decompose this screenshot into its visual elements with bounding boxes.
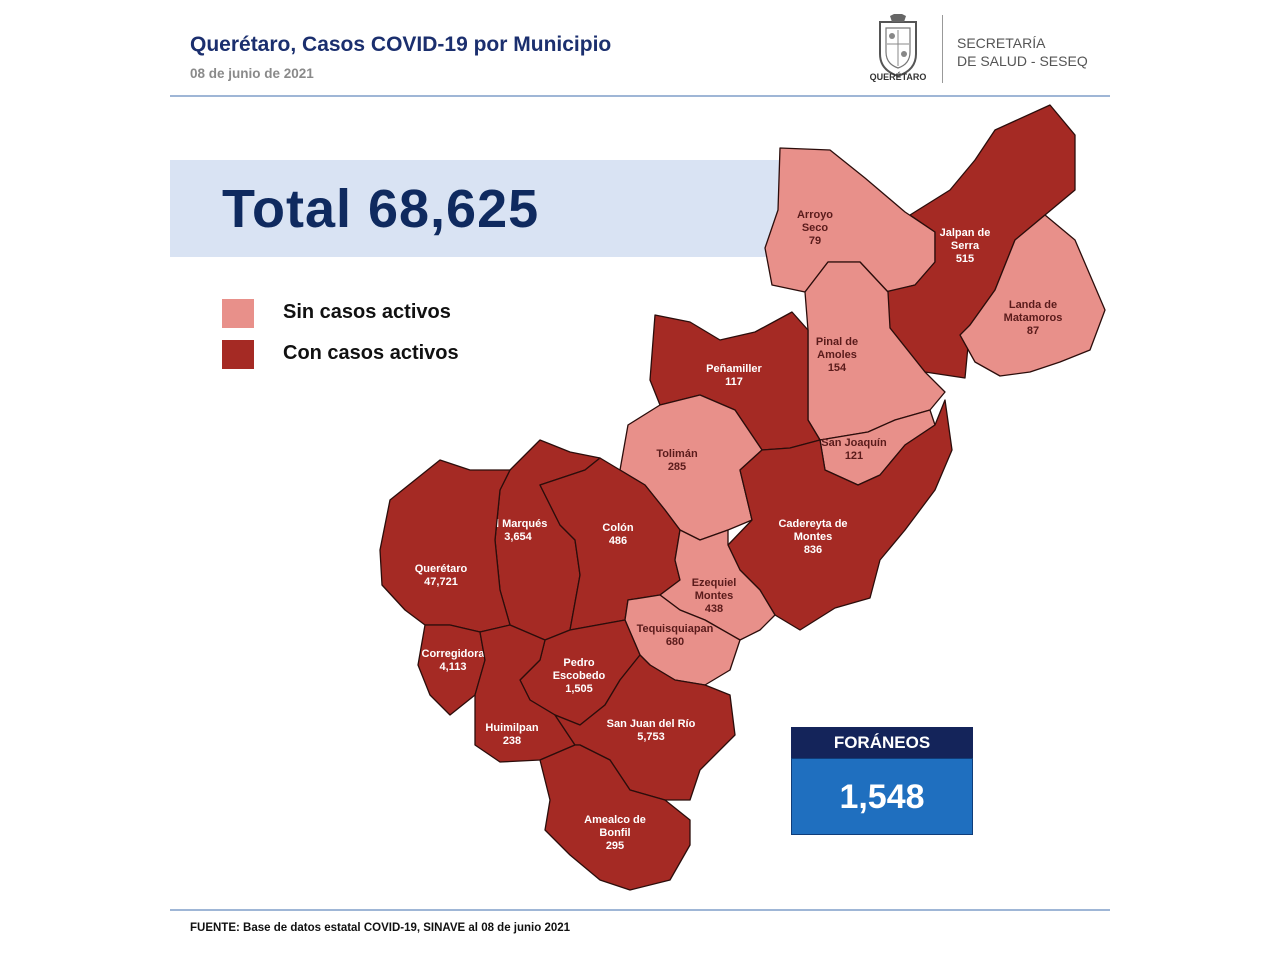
- municipio-name-jalpan: Jalpan de: [940, 227, 991, 239]
- municipio-shape-huimilpan: [474, 624, 576, 763]
- footer-rule: [170, 909, 1110, 911]
- municipio-name-tequisquiapan: Tequisquiapan: [637, 623, 714, 635]
- municipio-name-corregidora: Corregidora: [422, 648, 486, 660]
- municipio-count-queretaro: 47,721: [424, 576, 458, 588]
- municipio-shape-landa: [959, 214, 1106, 377]
- municipio-count-colon: 486: [609, 535, 627, 547]
- municipio-name-cadereyta: Montes: [794, 531, 833, 543]
- total-cases: Total 68,625: [222, 179, 540, 239]
- municipio-name-arroyo-seco: Seco: [802, 222, 829, 234]
- municipio-count-toliman: 285: [668, 461, 686, 473]
- municipio-count-pedro-escobedo: 1,505: [565, 683, 593, 695]
- foraneos-label: FORÁNEOS: [791, 727, 973, 758]
- municipio-name-toliman: Tolimán: [656, 448, 698, 460]
- municipio-name-penamiller: Peñamiller: [706, 363, 762, 375]
- municipio-name-huimilpan: Huimilpan: [485, 722, 538, 734]
- page-title: Querétaro, Casos COVID-19 por Municipio: [190, 33, 612, 56]
- municipio-name-pedro-escobedo: Pedro: [563, 657, 594, 669]
- municipio-name-el-marques: El Marqués: [489, 518, 548, 530]
- municipio-count-arroyo-seco: 79: [809, 235, 821, 247]
- municipio-name-cadereyta: Cadereyta de: [778, 518, 847, 530]
- legend-swatch-inactive: [222, 299, 254, 328]
- queretaro-coat-of-arms-icon: [879, 14, 917, 78]
- municipio-count-pinal: 154: [828, 362, 847, 374]
- municipio-count-ezequiel: 438: [705, 603, 723, 615]
- municipio-name-landa: Landa de: [1009, 299, 1057, 311]
- municipio-name-arroyo-seco: Arroyo: [797, 209, 833, 221]
- municipio-name-queretaro: Querétaro: [415, 563, 468, 575]
- municipio-name-ezequiel: Ezequiel: [692, 577, 737, 589]
- source-note: FUENTE: Base de datos estatal COVID-19, …: [190, 922, 571, 934]
- logo-text: QUERÉTARO: [869, 72, 927, 82]
- municipio-count-corregidora: 4,113: [440, 661, 467, 673]
- municipio-count-san-juan: 5,753: [637, 731, 665, 743]
- municipio-name-san-joaquin: San Joaquín: [821, 437, 887, 449]
- municipio-name-amealco: Amealco de: [584, 814, 646, 826]
- municipio-name-amealco: Bonfil: [599, 827, 630, 839]
- municipio-count-penamiller: 117: [725, 376, 743, 388]
- municipio-shape-ezequiel: [659, 529, 776, 641]
- municipio-name-landa: Matamoros: [1004, 312, 1063, 324]
- legend-swatch-active: [222, 340, 254, 369]
- municipio-name-colon: Colón: [602, 522, 633, 534]
- secretaria-line-2: DE SALUD - SESEQ: [957, 53, 1088, 69]
- legend-label-active: Con casos activos: [283, 342, 459, 364]
- municipio-name-san-juan: San Juan del Río: [607, 718, 696, 730]
- municipio-name-pinal: Amoles: [817, 349, 857, 361]
- municipio-count-el-marques: 3,654: [504, 531, 532, 543]
- municipio-name-pedro-escobedo: Escobedo: [553, 670, 606, 682]
- total-banner: [170, 160, 780, 257]
- municipio-count-tequisquiapan: 680: [666, 636, 684, 648]
- header-divider: [942, 15, 943, 83]
- municipio-count-jalpan: 515: [956, 253, 974, 265]
- municipio-count-cadereyta: 836: [804, 544, 822, 556]
- municipio-count-san-joaquin: 121: [845, 450, 863, 462]
- municipio-name-pinal: Pinal de: [816, 336, 858, 348]
- header-rule: [170, 95, 1110, 97]
- municipio-name-jalpan: Serra: [951, 240, 980, 252]
- legend-label-inactive: Sin casos activos: [283, 301, 451, 323]
- municipio-shape-amealco: [539, 744, 691, 891]
- municipio-count-landa: 87: [1027, 325, 1039, 337]
- secretaria-line-1: SECRETARÍA: [957, 35, 1046, 51]
- foraneos-value: 1,548: [791, 758, 973, 835]
- municipio-name-ezequiel: Montes: [695, 590, 734, 602]
- municipio-count-amealco: 295: [606, 840, 624, 852]
- secretaria-block: SECRETARÍA DE SALUD - SESEQ: [957, 34, 1088, 70]
- municipio-count-huimilpan: 238: [503, 735, 521, 747]
- municipio-shape-queretaro: [379, 459, 511, 633]
- report-date: 08 de junio de 2021: [190, 66, 314, 81]
